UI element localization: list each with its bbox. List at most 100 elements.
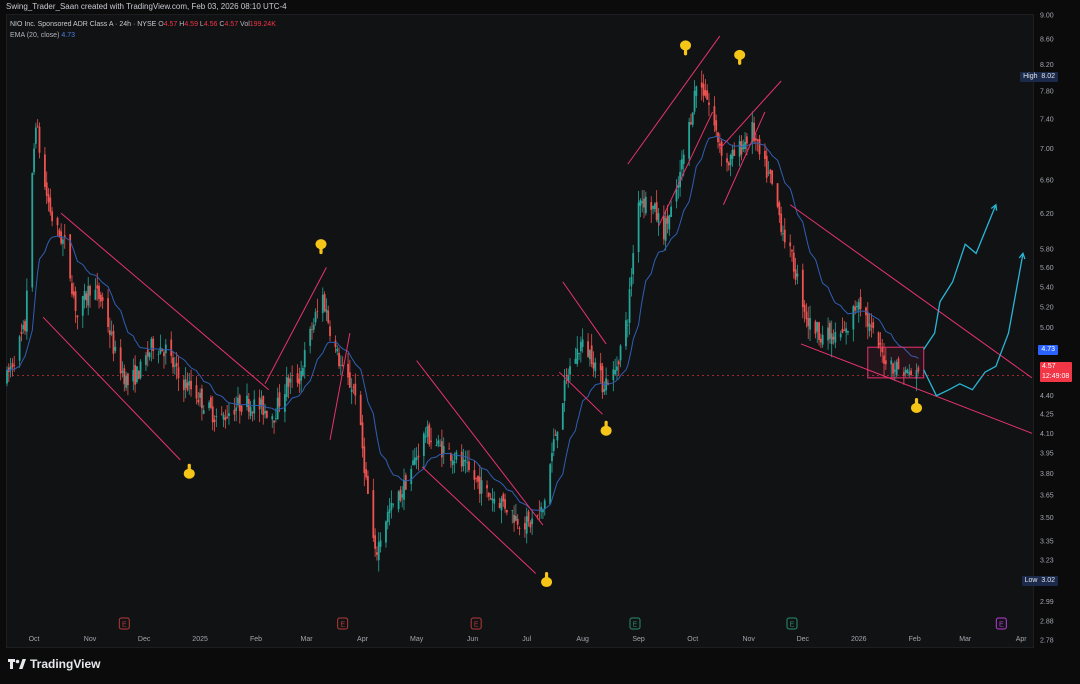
candle-body: [626, 324, 629, 326]
candle-body: [489, 498, 492, 500]
candle-body: [325, 309, 328, 313]
candle-body: [834, 332, 837, 343]
candle-body: [805, 311, 808, 320]
candle-body: [175, 362, 178, 367]
candle-body: [58, 229, 61, 237]
candle-body: [410, 468, 413, 485]
projection-arrowhead: [1018, 252, 1026, 260]
candle-body: [603, 389, 606, 392]
y-axis-tick-label: 3.23: [1040, 558, 1054, 565]
y-axis-tick-label: 6.20: [1040, 211, 1054, 218]
x-axis-tick-label: Oct: [29, 636, 40, 643]
candle-body: [794, 269, 797, 280]
candle-body: [578, 353, 580, 355]
candle-body: [388, 509, 391, 513]
projection-path: [923, 204, 997, 350]
candle-body: [643, 198, 645, 208]
trendline: [329, 332, 351, 440]
candle-body: [700, 82, 703, 88]
symbol-title[interactable]: NIO Inc. Sponsored ADR Class A · 24h · N…: [10, 21, 157, 28]
earnings-event-icon: E: [786, 617, 798, 630]
candle-body: [85, 293, 88, 301]
candle-body: [567, 374, 570, 381]
candle-body: [681, 159, 683, 170]
x-axis-tick-label: Mar: [959, 636, 972, 643]
candle-body: [708, 102, 710, 105]
candle-body: [208, 402, 211, 409]
last-price-tag: 4.57 12:49:08: [1040, 362, 1072, 382]
candle-body: [359, 394, 362, 425]
y-axis-tick-label: 7.40: [1040, 117, 1054, 124]
hand-palm: [541, 577, 553, 588]
candle-body: [237, 397, 239, 406]
candle-body: [34, 127, 37, 144]
candle-body: [789, 242, 792, 247]
candle-body: [729, 154, 732, 166]
candle-body: [96, 285, 99, 289]
hand-finger: [683, 47, 688, 56]
candle-body: [818, 322, 820, 340]
y-axis-tick-label: 3.95: [1040, 451, 1054, 458]
candle-body: [738, 141, 741, 157]
y-axis-tick-label: 6.60: [1040, 178, 1054, 185]
y-axis-tick-label: 7.00: [1040, 146, 1054, 153]
y-axis-tick-label: 4.10: [1040, 431, 1054, 438]
trendline: [562, 281, 607, 345]
earnings-event-box: [118, 617, 130, 630]
candle-body: [866, 312, 869, 327]
candle-body: [619, 345, 622, 361]
candle-body: [491, 498, 494, 501]
candle-body: [316, 310, 319, 312]
candle-body: [137, 371, 140, 380]
candle-body: [338, 352, 340, 367]
candle-body: [428, 424, 431, 445]
earnings-event-icon: E: [470, 617, 482, 630]
candle-body: [311, 329, 313, 331]
candle-body: [258, 397, 261, 410]
x-axis-tick-label: Oct: [687, 636, 698, 643]
hand-palm: [600, 425, 612, 436]
candle-body: [843, 330, 846, 331]
earnings-event-box: [629, 617, 641, 630]
candle-body: [164, 344, 167, 354]
candle-body: [422, 433, 425, 456]
candle-body: [641, 201, 644, 204]
candle-body: [377, 542, 380, 561]
candle-body: [157, 354, 160, 355]
candle-body: [504, 499, 506, 509]
tradingview-brand: TradingView: [30, 657, 101, 671]
candle-body: [139, 361, 142, 378]
low-label: L: [199, 21, 204, 28]
candle-body: [62, 239, 64, 244]
candle-body: [123, 368, 126, 385]
y-axis-tick-label: 7.80: [1040, 89, 1054, 96]
candle-body: [657, 213, 660, 223]
pointing-hand-icon: [600, 420, 612, 436]
candle-body: [188, 381, 191, 386]
candle-body: [625, 320, 627, 347]
candle-body: [581, 339, 584, 347]
ema-label[interactable]: EMA (20, close): [10, 32, 60, 39]
candle-body: [213, 419, 216, 423]
candle-body: [298, 378, 301, 385]
candle-body: [372, 490, 375, 538]
y-axis-tick-label: 3.65: [1040, 493, 1054, 500]
candle-body: [199, 392, 201, 398]
hand-palm: [183, 468, 195, 479]
chart-pane[interactable]: [6, 14, 1034, 648]
candle-body: [664, 218, 667, 241]
candle-body: [839, 333, 842, 338]
candle-body: [22, 324, 25, 330]
candle-body: [119, 347, 122, 374]
tradingview-logo[interactable]: TradingView: [8, 657, 100, 671]
x-axis-tick-label: Sep: [632, 636, 645, 643]
candle-body: [561, 403, 564, 430]
candle-body: [690, 122, 692, 125]
candle-body: [884, 360, 887, 365]
candle-body: [426, 426, 429, 437]
candle-body: [51, 211, 54, 222]
candle-body: [670, 206, 672, 217]
candle-body: [24, 321, 26, 331]
candle-body: [477, 475, 479, 482]
